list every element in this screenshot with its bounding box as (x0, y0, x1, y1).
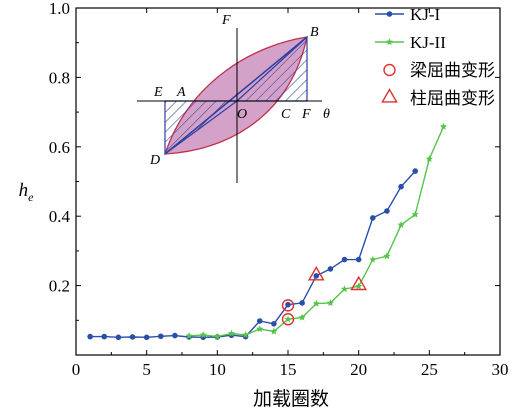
data-point (143, 334, 150, 341)
y-tick-label: 0.8 (49, 68, 70, 87)
data-point (271, 320, 277, 327)
axis-ticks: 0 5 10 15 20 25 30 0.2 0.4 0.6 0.8 1.0 (49, 0, 509, 379)
legend-marker (386, 11, 393, 17)
inset-point-label: C (281, 107, 291, 122)
data-point (370, 215, 376, 221)
x-tick-label: 25 (421, 360, 438, 379)
data-point (115, 334, 122, 341)
data-point (327, 266, 334, 272)
data-point (341, 256, 348, 263)
inset-axis-label-f: F (221, 13, 231, 28)
data-point (129, 334, 136, 340)
y-tick-label: 1.0 (49, 0, 70, 18)
data-point (312, 299, 320, 307)
data-point (355, 282, 363, 290)
inset-point-label: D (149, 153, 160, 168)
data-point (369, 255, 377, 263)
data-point (256, 325, 264, 332)
legend-label-beam-buckling: 梁屈曲变形 (410, 61, 495, 80)
data-point (172, 332, 178, 339)
data-point (284, 315, 292, 323)
data-point (411, 210, 419, 218)
legend-marker (385, 38, 394, 46)
data-point (213, 332, 221, 340)
inset-point-label: B (310, 25, 319, 40)
data-point (101, 333, 108, 340)
x-tick-label: 10 (209, 360, 226, 379)
hysteresis-inset: F θ A B C D E F O (137, 13, 330, 183)
data-point (185, 332, 193, 339)
series-layer (87, 122, 448, 341)
data-point (340, 285, 349, 293)
inset-point-label: F (301, 107, 311, 122)
series-line (90, 170, 416, 339)
y-tick-label: 0.6 (49, 138, 70, 157)
x-tick-label: 15 (280, 360, 297, 379)
legend-label-kj-i: KJ-I (410, 5, 441, 24)
data-point (270, 327, 278, 335)
x-tick-label: 30 (492, 360, 509, 379)
legend-marker-beam (383, 63, 396, 77)
data-point (412, 168, 419, 174)
column-buckling-marker (350, 275, 368, 291)
data-point (439, 122, 448, 130)
x-axis-title: 加载圈数 (253, 388, 329, 410)
legend: KJ-I KJ-II 梁屈曲变形 柱屈曲变形 (375, 5, 495, 108)
data-point (326, 299, 334, 306)
annotation-layer (281, 265, 368, 326)
data-point (397, 221, 405, 228)
data-point (355, 256, 362, 263)
inset-point-label: E (153, 85, 163, 100)
data-point (242, 331, 250, 338)
data-point (313, 273, 320, 279)
y-axis-title-subscript: e (28, 190, 34, 204)
y-tick-label: 0.2 (49, 277, 70, 296)
legend-marker-column (381, 88, 398, 103)
series-kj-i (87, 168, 419, 341)
data-point (158, 333, 164, 340)
x-tick-label: 20 (350, 360, 367, 379)
inset-point-label: A (176, 85, 186, 100)
y-axis-title: he (19, 180, 35, 204)
data-point (87, 333, 93, 340)
y-tick-label: 0.4 (49, 207, 71, 226)
data-point (384, 208, 390, 214)
beam-buckling-marker (281, 313, 295, 326)
inset-point-label: O (237, 107, 247, 122)
beam-buckling-marker (281, 299, 295, 312)
legend-label-kj-ii: KJ-II (410, 33, 446, 52)
data-point (299, 300, 305, 306)
data-point (285, 301, 291, 308)
data-point (298, 313, 306, 321)
series-kj-ii (185, 122, 448, 340)
legend-symbols (375, 11, 404, 103)
data-point (398, 183, 404, 190)
data-point (227, 329, 236, 337)
data-point (256, 318, 263, 324)
x-tick-label: 5 (142, 360, 151, 379)
data-point (199, 331, 207, 338)
inset-axis-label-theta: θ (323, 107, 330, 122)
x-tick-label: 0 (72, 360, 81, 379)
data-point (425, 155, 433, 162)
data-point (383, 252, 391, 260)
inset-diagonal-line (164, 36, 308, 155)
column-buckling-marker (307, 265, 325, 281)
legend-label-column-buckling: 柱屈曲变形 (410, 89, 495, 108)
y-axis-title-main: h (19, 180, 29, 201)
